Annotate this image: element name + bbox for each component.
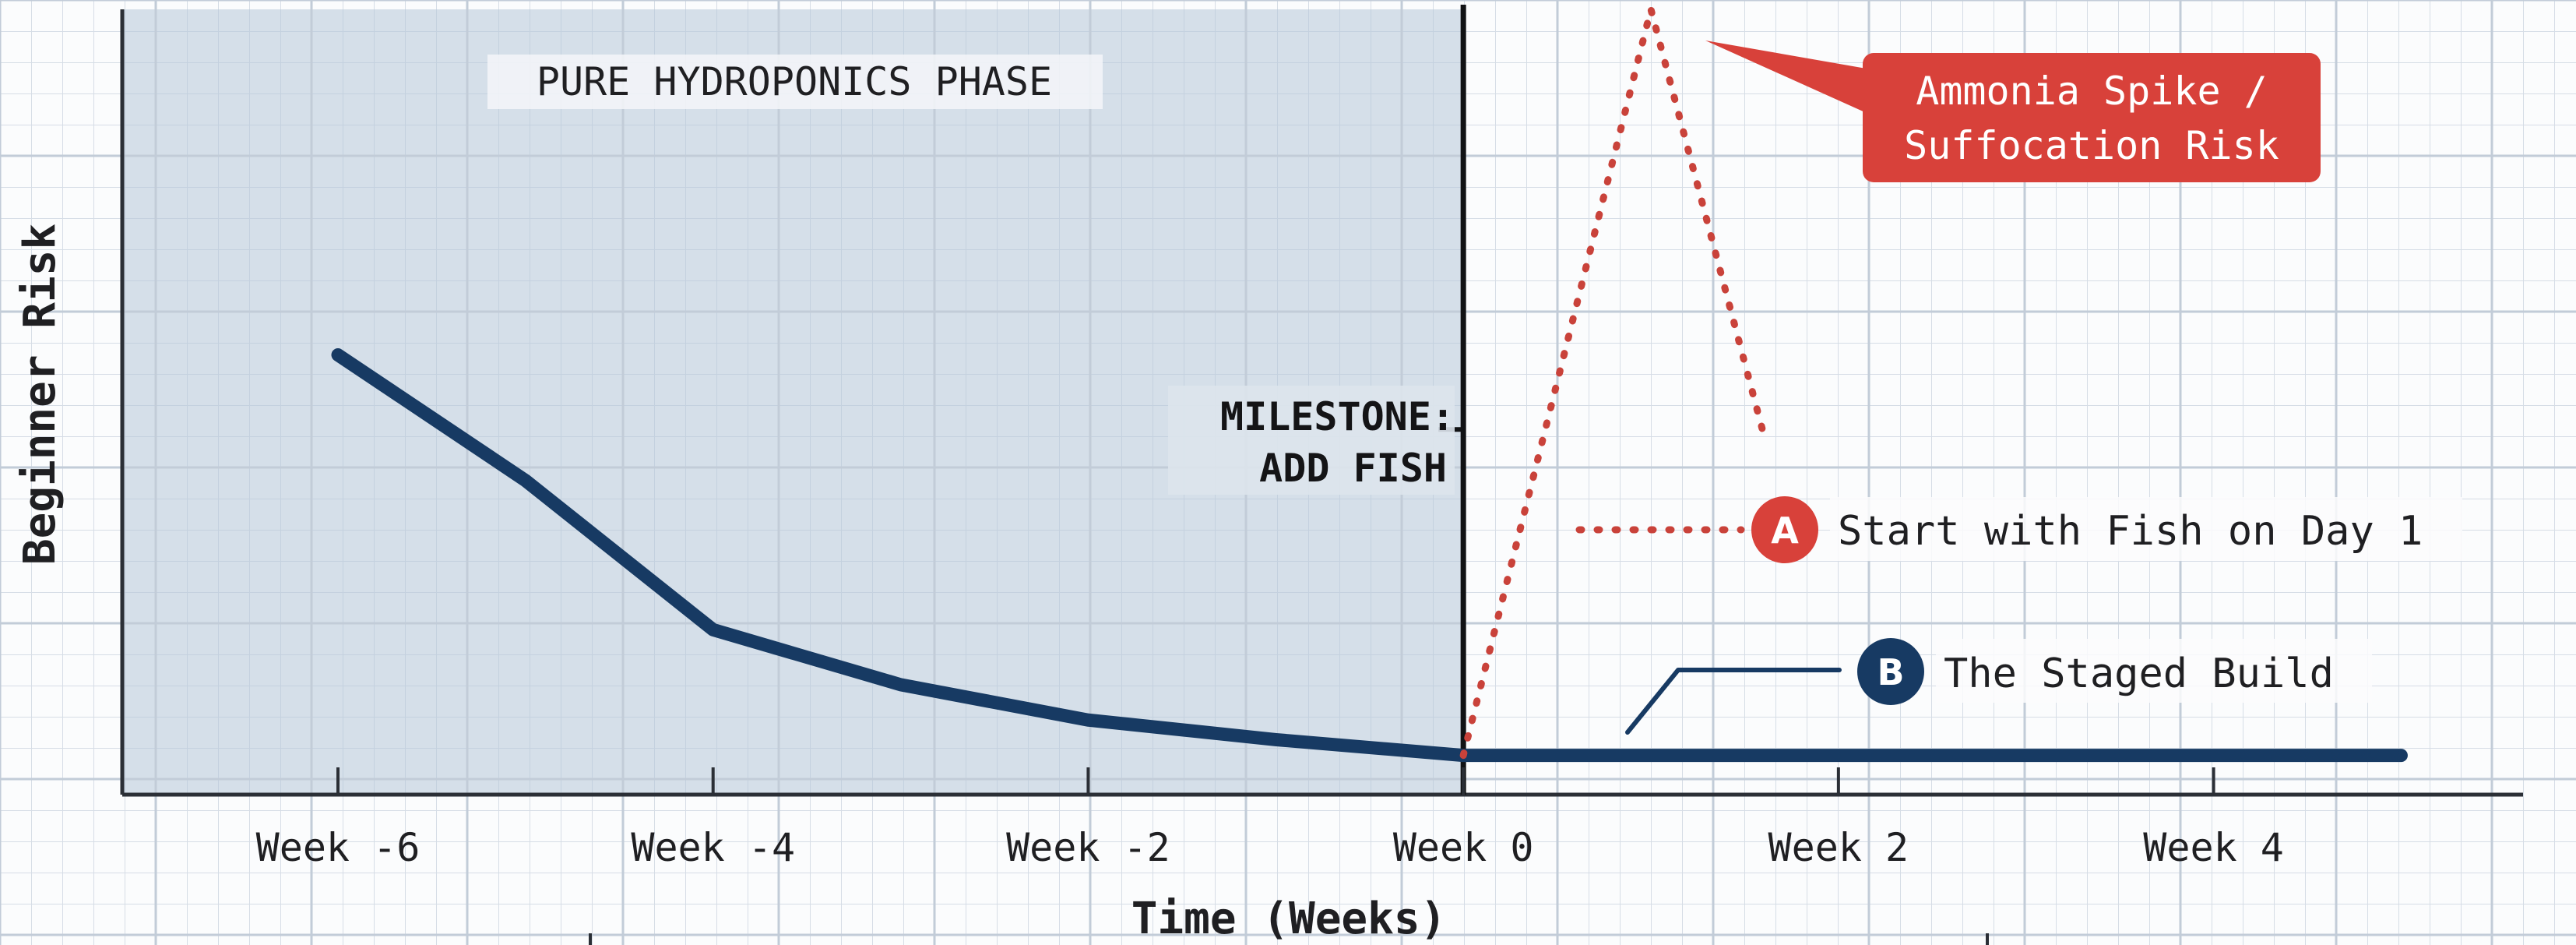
phase-label-backdrop [487,55,1103,109]
legend-a-badge-letter: A [1771,510,1799,552]
series-fish-day-1-line [1459,5,1768,760]
x-tick-label: Week -2 [1006,825,1170,870]
legend-b-label: The Staged Build [1944,651,2334,697]
legend-a-backdrop [1830,497,2462,561]
legend-a-label: Start with Fish on Day 1 [1838,508,2423,555]
callout-box [1863,53,2321,182]
callout-text-line-1: Ammonia Spike / [1916,69,2268,114]
x-tick-label: Week -6 [256,825,421,870]
x-axis-title: Time (Weeks) [1131,894,1447,944]
legend-b-badge-letter: B [1877,651,1904,693]
y-axis-title: Beginner Risk [15,224,65,565]
callout-pointer [1705,41,1875,117]
series-staged-build-line [331,348,2408,763]
milestone-label-backdrop [1168,386,1455,495]
milestone-label-line-1: MILESTONE: [1220,394,1455,439]
legend-b-backdrop [1936,639,2372,703]
x-tick-label: Week -4 [631,825,795,870]
legend-a-badge [1751,496,1818,563]
x-tick-label: Week 2 [1768,825,1909,870]
x-tick-label: Week 0 [1393,825,1534,870]
callout-text-line-2: Suffocation Risk [1904,123,2279,168]
x-tick-marks [336,767,2215,795]
legend-b-leader [1625,668,1842,735]
legend-b-badge [1857,638,1924,705]
phase-label: PURE HYDROPONICS PHASE [537,59,1052,104]
x-tick-labels: Week -6 Week -4 Week -2 Week 0 Week 2 Week 4 [256,825,2284,870]
milestone-label-line-2: ADD FISH [1259,446,1447,491]
x-tick-label: Week 4 [2143,825,2284,870]
